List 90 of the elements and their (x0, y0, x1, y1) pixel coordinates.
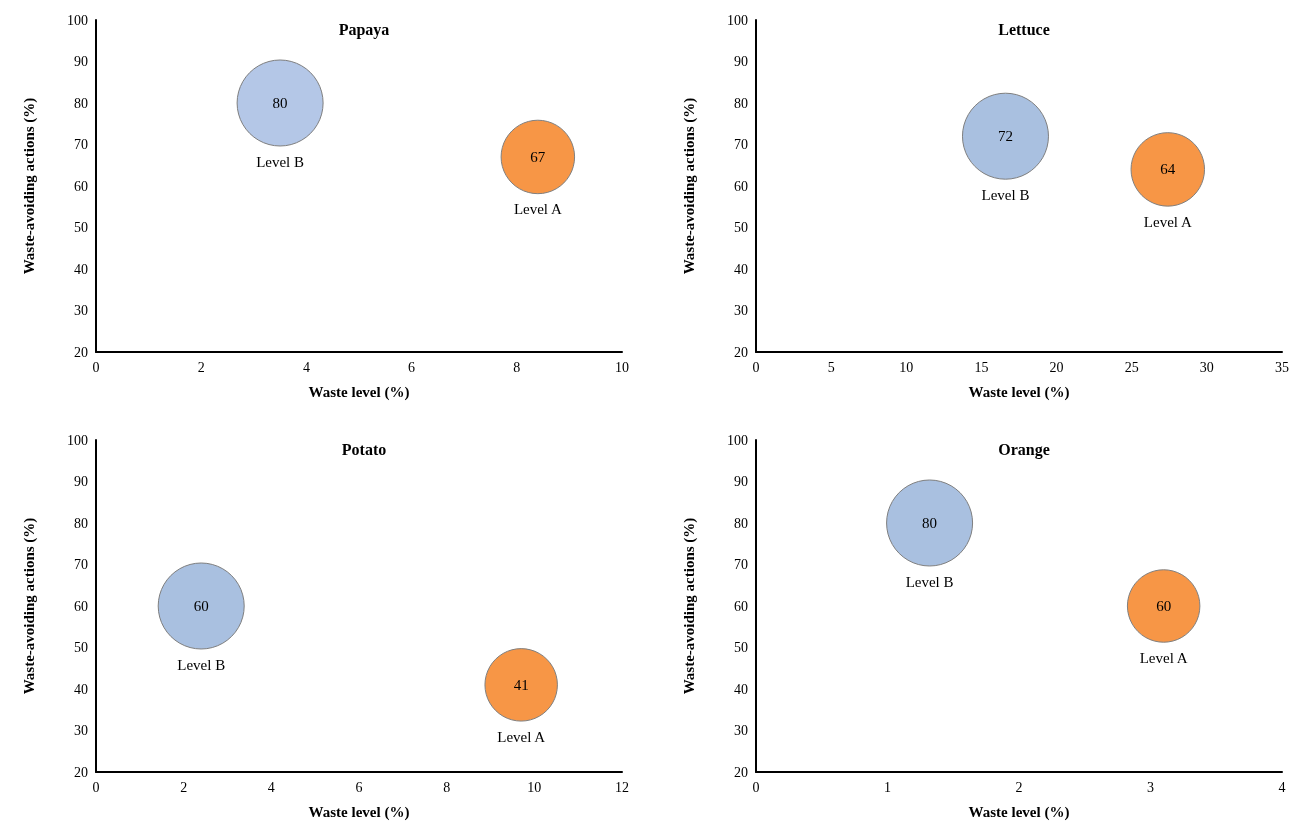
data-label: 80 (922, 515, 938, 531)
y-axis-title: Waste-avoiding actions (%) (20, 97, 38, 275)
x-tick-label: 12 (615, 779, 629, 795)
x-tick-label: 2 (197, 359, 205, 375)
y-tick-label: 70 (74, 137, 88, 152)
x-tick-label: 8 (513, 359, 521, 375)
series-label: Level B (981, 186, 1030, 203)
data-label: 60 (193, 598, 209, 614)
series-label: Level B (256, 153, 305, 170)
x-tick-label: 10 (615, 359, 629, 375)
y-tick-label: 40 (734, 261, 748, 277)
y-tick-label: 80 (74, 515, 88, 531)
x-tick-label: 0 (92, 359, 100, 375)
y-tick-label: 70 (74, 557, 88, 572)
series-label: Level B (905, 573, 954, 590)
y-tick-label: 30 (734, 723, 748, 738)
data-label: 41 (513, 676, 529, 693)
chart-title: Potato (341, 440, 387, 458)
y-tick-label: 20 (74, 764, 88, 780)
y-tick-label: 50 (74, 220, 88, 235)
y-tick-label: 100 (67, 432, 88, 448)
y-axis-title: Waste-avoiding actions (%) (680, 97, 698, 275)
x-tick-label: 15 (974, 359, 989, 375)
series-label: Level A (497, 728, 546, 745)
y-tick-label: 70 (734, 137, 748, 152)
y-tick-label: 40 (734, 681, 748, 697)
y-tick-label: 70 (734, 557, 748, 572)
x-tick-label: 4 (302, 359, 310, 375)
y-tick-label: 60 (734, 598, 748, 614)
y-tick-label: 30 (74, 723, 88, 738)
y-tick-label: 30 (74, 303, 88, 318)
chart-title: Papaya (338, 20, 390, 39)
x-axis-title: Waste level (%) (308, 383, 410, 401)
x-tick-label: 30 (1199, 359, 1214, 375)
chart-title: Lettuce (998, 20, 1050, 38)
data-label: 60 (1156, 598, 1172, 614)
y-tick-label: 20 (734, 344, 748, 360)
chart-title: Orange (998, 440, 1050, 459)
x-tick-label: 10 (899, 359, 914, 375)
x-tick-label: 0 (92, 779, 100, 795)
series-label: Level B (177, 656, 226, 673)
series-label: Level A (1143, 213, 1192, 230)
series-label: Level A (1139, 649, 1188, 666)
y-tick-label: 100 (727, 12, 748, 28)
y-tick-label: 90 (734, 54, 748, 69)
y-tick-label: 40 (74, 681, 88, 697)
data-label: 64 (1160, 161, 1176, 178)
y-tick-label: 60 (74, 178, 88, 194)
x-tick-label: 0 (752, 779, 760, 795)
x-axis-title: Waste level (%) (968, 383, 1070, 401)
y-tick-label: 90 (734, 474, 748, 489)
x-tick-label: 4 (267, 779, 275, 795)
y-tick-label: 80 (734, 95, 748, 111)
data-label: 72 (997, 128, 1013, 145)
x-tick-label: 4 (1278, 779, 1286, 795)
x-tick-label: 25 (1124, 359, 1139, 375)
y-axis-title: Waste-avoiding actions (%) (680, 517, 698, 695)
y-tick-label: 90 (74, 474, 88, 489)
y-tick-label: 100 (67, 12, 88, 28)
x-tick-label: 6 (355, 779, 363, 795)
y-tick-label: 50 (734, 220, 748, 235)
x-tick-label: 3 (1147, 779, 1154, 795)
y-tick-label: 50 (734, 640, 748, 655)
x-tick-label: 35 (1275, 359, 1289, 375)
x-tick-label: 0 (752, 359, 760, 375)
y-tick-label: 60 (74, 598, 88, 614)
series-label: Level A (513, 201, 562, 218)
x-tick-label: 2 (180, 779, 188, 795)
y-tick-label: 20 (734, 764, 748, 780)
y-tick-label: 30 (734, 303, 748, 318)
y-tick-label: 100 (727, 432, 748, 448)
x-axis-title: Waste level (%) (308, 803, 410, 821)
x-tick-label: 8 (443, 779, 451, 795)
x-tick-label: 20 (1049, 359, 1064, 375)
y-tick-label: 80 (734, 515, 748, 531)
y-tick-label: 50 (74, 640, 88, 655)
y-tick-label: 60 (734, 178, 748, 194)
x-tick-label: 10 (527, 779, 542, 795)
y-tick-label: 20 (74, 344, 88, 360)
x-tick-label: 1 (884, 779, 891, 795)
data-label: 80 (272, 95, 288, 111)
x-tick-label: 6 (408, 359, 416, 375)
x-tick-label: 2 (1015, 779, 1023, 795)
y-tick-label: 90 (74, 54, 88, 69)
data-label: 67 (530, 148, 546, 165)
y-axis-title: Waste-avoiding actions (%) (20, 517, 38, 695)
y-tick-label: 80 (74, 95, 88, 111)
x-tick-label: 5 (827, 359, 835, 375)
y-tick-label: 40 (74, 261, 88, 277)
x-axis-title: Waste level (%) (968, 803, 1070, 821)
